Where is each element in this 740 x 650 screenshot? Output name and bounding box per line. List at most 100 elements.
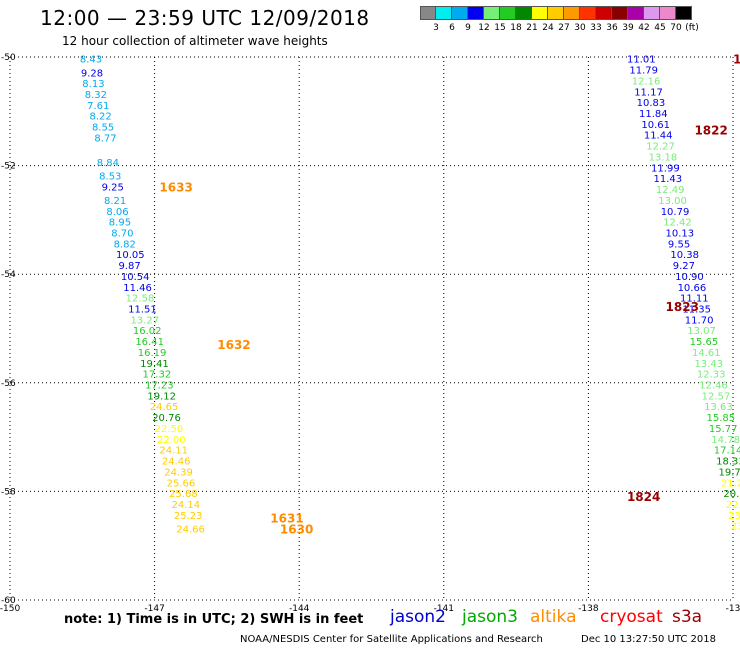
swh-data-point: 12.42	[663, 218, 692, 229]
color-scale-swatch	[516, 6, 532, 20]
swh-data-point: 11.99	[651, 163, 680, 174]
color-scale-swatch	[548, 6, 564, 20]
swh-data-point: 25.23	[174, 511, 203, 522]
swh-data-point: 12.57	[702, 391, 731, 402]
swh-data-point: 22.50	[155, 424, 184, 435]
color-scale-label: 70	[670, 23, 682, 33]
color-scale-swatches	[420, 6, 692, 20]
x-tick-label: -138	[578, 604, 599, 614]
swh-data-point: 12.58	[126, 294, 155, 305]
swh-data-point: 15.65	[690, 337, 719, 348]
track-time-label: 1824	[627, 490, 660, 504]
x-tick-label: -13	[726, 604, 740, 614]
swh-data-point: 13.07	[687, 326, 716, 337]
track-time-label: 1823	[666, 300, 699, 314]
swh-data-point: 11.17	[634, 87, 663, 98]
swh-data-point: 9.87	[118, 261, 140, 272]
swh-data-point: 10.79	[661, 207, 690, 218]
swh-data-point: 19.41	[140, 359, 169, 370]
y-tick-label: -52	[1, 162, 16, 172]
legend-s3a: s3a	[672, 607, 703, 627]
swh-data-point: 14.78	[711, 435, 740, 446]
color-scale-label: 15	[494, 23, 506, 33]
swh-data-point: 8.21	[104, 196, 126, 207]
swh-data-point: 24.65	[150, 402, 179, 413]
color-scale-label: 45	[654, 23, 666, 33]
swh-data-point: 25.68	[169, 489, 198, 500]
track-time-label: 1631	[270, 512, 303, 526]
swh-data-point: 20.76	[152, 413, 181, 424]
swh-data-point: 17.32	[143, 370, 172, 381]
swh-data-point: 16.19	[138, 348, 167, 359]
legend-jason3: jason3	[462, 607, 518, 627]
swh-data-point: 22.00	[157, 435, 186, 446]
swh-data-point: 14.61	[692, 348, 721, 359]
swh-data-point: 24.66	[176, 524, 205, 535]
swh-data-point: 13.63	[704, 402, 733, 413]
swh-data-point: 24.46	[162, 457, 191, 468]
legend-altika: altika	[530, 607, 577, 627]
swh-data-point: 18.33	[716, 457, 740, 468]
color-scale-label: 21	[526, 23, 538, 33]
swh-data-point: 11.70	[685, 315, 714, 326]
y-tick-label: -58	[1, 487, 16, 497]
color-scale-label: 18	[510, 23, 522, 33]
color-scale-swatch	[532, 6, 548, 20]
swh-data-point: 12.33	[697, 370, 726, 381]
color-scale-label: 39	[622, 23, 634, 33]
swh-data-point: 22.11	[726, 500, 740, 511]
x-tick-label: -147	[144, 604, 164, 614]
track-time-label: 1822	[694, 123, 727, 137]
swh-data-point: 10.90	[675, 272, 704, 283]
swh-data-point: 13.00	[658, 196, 687, 207]
color-scale-labels: 3 6 9 12 15 18 21 24 27 30 33 36 39 42 45 70 (ft)	[420, 23, 699, 35]
color-scale-label: 3	[433, 23, 439, 33]
swh-data-point: 12.46	[699, 381, 728, 392]
swh-data-point: 24.14	[171, 500, 200, 511]
swh-data-point: 19.12	[147, 391, 176, 402]
swh-data-point: 24.11	[159, 446, 188, 457]
swh-data-point: 8.95	[109, 218, 131, 229]
swh-data-point: 12.27	[646, 142, 675, 153]
swh-data-point: 23.34	[731, 522, 740, 533]
swh-data-point: 10.61	[641, 120, 670, 131]
swh-data-point: 10.83	[637, 98, 666, 109]
color-scale-swatch	[580, 6, 596, 20]
swh-data-point: 10.13	[666, 228, 695, 239]
swh-data-point: 10.38	[670, 250, 699, 261]
color-scale-swatch	[660, 6, 676, 20]
swh-data-point: 12.49	[656, 185, 685, 196]
track-time-label: 1633	[159, 180, 192, 194]
swh-data-point: 10.54	[121, 272, 150, 283]
swh-data-point: 24.39	[164, 467, 193, 478]
swh-data-point: 11.46	[123, 283, 152, 294]
color-scale-swatch	[436, 6, 452, 20]
swh-data-point: 8.70	[111, 228, 133, 239]
swh-data-point: 11.84	[639, 109, 668, 120]
swh-data-point: 10.66	[678, 283, 707, 294]
footer-credit: NOAA/NESDIS Center for Satellite Applica…	[240, 634, 543, 645]
swh-data-point: 9.55	[668, 239, 690, 250]
swh-data-point: 8.06	[106, 207, 128, 218]
swh-data-point: 11.51	[128, 304, 157, 315]
color-scale-swatch	[596, 6, 612, 20]
swh-data-point: 8.43	[80, 55, 102, 66]
x-tick-label: -141	[434, 604, 454, 614]
swh-data-point: 13.43	[694, 359, 723, 370]
swh-data-point: 9.28	[81, 68, 103, 79]
swh-data-point: 8.13	[82, 79, 104, 90]
color-scale-swatch	[484, 6, 500, 20]
track-time-label: 1632	[217, 338, 250, 352]
swh-data-point: 9.25	[102, 182, 124, 193]
y-tick-label: -60	[1, 596, 16, 606]
swh-data-point: 9.27	[673, 261, 695, 272]
swh-data-point: 11.35	[682, 304, 711, 315]
color-scale-swatch	[500, 6, 516, 20]
color-scale-swatch	[452, 6, 468, 20]
y-tick-label: -56	[1, 379, 16, 389]
color-scale-label: 6	[449, 23, 455, 33]
swh-data-point: 20.80	[723, 489, 740, 500]
swh-data-point: 8.77	[94, 133, 116, 144]
color-scale-label: 33	[590, 23, 602, 33]
